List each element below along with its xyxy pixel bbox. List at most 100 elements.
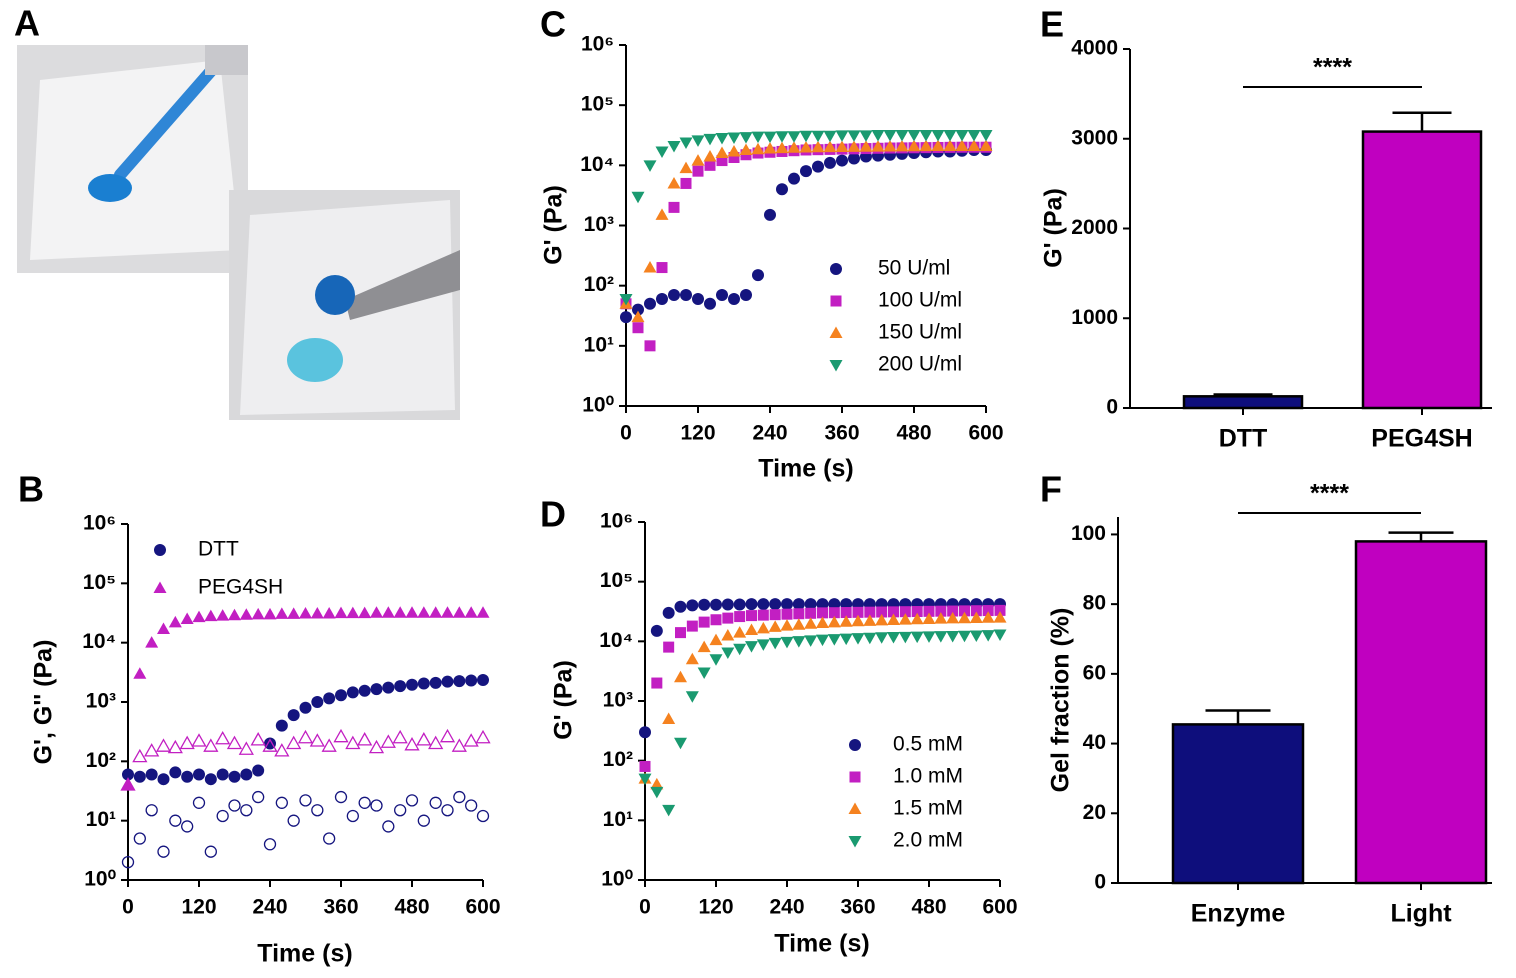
y-tick-label: 10⁴ [82, 630, 116, 653]
marker [805, 607, 817, 619]
marker [286, 735, 302, 750]
legend-label: 1.5 mM [893, 797, 963, 820]
gel-drop [315, 275, 355, 315]
marker [733, 626, 747, 638]
marker [776, 183, 788, 196]
marker [667, 176, 681, 189]
marker [157, 773, 170, 786]
marker [733, 643, 747, 656]
x-tick-label: 120 [680, 422, 715, 445]
marker [357, 732, 373, 746]
marker [144, 743, 160, 757]
marker [888, 606, 899, 618]
legend-marker [848, 802, 862, 814]
marker [417, 814, 430, 827]
marker [691, 154, 705, 166]
marker [969, 630, 983, 643]
marker [847, 140, 861, 152]
marker [716, 288, 728, 301]
marker [876, 606, 888, 618]
marker [863, 632, 877, 645]
x-tick-label: 120 [181, 896, 216, 919]
marker [859, 130, 873, 142]
marker [417, 606, 431, 618]
marker [710, 614, 722, 626]
marker [417, 677, 430, 690]
marker [899, 606, 911, 618]
marker [739, 143, 753, 155]
marker [922, 631, 936, 643]
marker [895, 129, 909, 142]
x-tick-label: 240 [252, 896, 287, 919]
marker [193, 768, 205, 781]
marker [192, 796, 206, 809]
y-tick-label: 10⁰ [601, 868, 633, 891]
significance-label: **** [1313, 54, 1352, 82]
marker [441, 675, 454, 688]
marker [769, 609, 781, 621]
marker [322, 607, 336, 619]
y-tick-label: 2000 [1071, 216, 1118, 239]
marker [710, 598, 722, 611]
marker [763, 131, 777, 144]
marker [643, 160, 657, 172]
x-tick-label: 600 [982, 896, 1017, 919]
marker [728, 151, 740, 163]
marker [792, 598, 805, 611]
marker [959, 605, 970, 617]
panel-label: E [1040, 4, 1064, 45]
marker [780, 619, 794, 631]
marker [674, 737, 687, 750]
marker [169, 814, 182, 827]
marker [721, 647, 735, 659]
marker [792, 636, 806, 648]
x-tick-label: 480 [911, 896, 946, 919]
marker [465, 799, 478, 812]
marker [133, 667, 147, 679]
marker [181, 820, 194, 833]
marker [179, 735, 195, 750]
marker [358, 796, 371, 809]
marker [828, 607, 840, 619]
bar [1182, 395, 1304, 410]
y-tick-label: 10⁵ [600, 569, 633, 592]
y-axis-title: G' (Pa) [1040, 188, 1068, 268]
legend-marker [830, 295, 842, 307]
marker [967, 129, 981, 142]
marker [934, 612, 948, 624]
marker [452, 606, 466, 618]
y-tick-label: 10¹ [584, 333, 614, 356]
x-tick-label: 120 [698, 896, 733, 919]
panel-label: A [14, 3, 40, 44]
marker [757, 598, 770, 611]
marker [358, 684, 371, 697]
marker [751, 131, 765, 144]
y-tick-label: 10⁰ [84, 868, 116, 891]
y-tick-label: 10⁰ [582, 394, 614, 417]
marker [969, 611, 983, 624]
marker [812, 160, 824, 173]
marker [416, 732, 432, 746]
marker [299, 701, 312, 714]
marker [958, 630, 971, 643]
marker [145, 804, 158, 817]
marker [639, 760, 651, 772]
marker [334, 606, 348, 619]
marker [823, 130, 837, 143]
marker [382, 681, 395, 694]
marker [335, 689, 347, 702]
marker [368, 739, 385, 754]
marker [703, 150, 717, 162]
marker [685, 691, 699, 703]
marker [919, 139, 933, 152]
legend-label: DTT [198, 538, 239, 561]
marker [429, 606, 443, 618]
marker [887, 632, 900, 644]
marker [781, 608, 793, 620]
legend-label: 100 U/ml [878, 289, 962, 312]
marker [451, 738, 467, 752]
marker [727, 144, 741, 157]
marker [851, 633, 865, 645]
marker [429, 676, 442, 689]
y-tick-label: 10² [584, 273, 614, 296]
